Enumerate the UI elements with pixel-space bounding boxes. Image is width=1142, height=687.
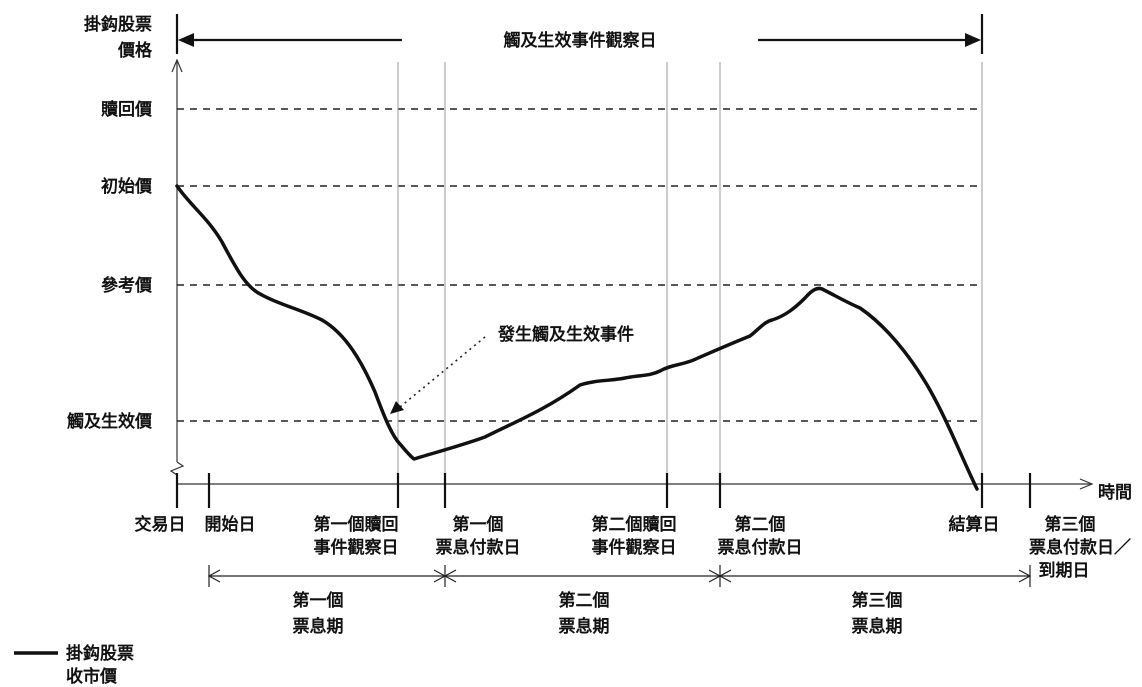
start-date-label: 開始日 <box>205 514 256 535</box>
x-axis-title: 時間 <box>1098 482 1132 503</box>
pay3-label-line3: 到期日 <box>1039 561 1090 581</box>
period1-label-line1: 第一個 <box>293 590 344 611</box>
trigger-price-label: 觸及生效價 <box>67 411 153 432</box>
obs1-label-line2: 事件觀察日 <box>314 537 399 558</box>
trigger-event-annotation: 發生觸及生效事件 <box>497 324 634 345</box>
x-axis-ticks <box>175 473 1032 508</box>
initial-price-label: 初始價 <box>101 176 153 197</box>
observation-period-bracket <box>175 14 984 54</box>
obs1-label-line1: 第一個贖回 <box>314 514 399 535</box>
redemption-price-label: 贖回價 <box>101 99 153 120</box>
period2-label-line1: 第二個 <box>559 590 610 611</box>
period1-label-line2: 票息期 <box>293 616 344 637</box>
x-axis <box>177 478 1094 490</box>
period3-label-line1: 第三個 <box>852 590 903 611</box>
legend-label-line1: 掛鈎股票 <box>66 643 134 664</box>
pay3-label-line1: 第三個 <box>1045 514 1096 535</box>
pay2-label-line1: 第二個 <box>735 514 786 535</box>
pay2-label-line2: 票息付款日 <box>718 537 803 558</box>
trade-date-label: 交易日 <box>135 514 186 535</box>
trigger-event-pointer <box>390 336 486 414</box>
pay1-label-line1: 第一個 <box>453 514 504 535</box>
coupon-period-brackets <box>207 565 1032 587</box>
obs2-label-line1: 第二個贖回 <box>592 514 677 535</box>
y-axis-title-line2: 價格 <box>117 40 153 61</box>
period3-label-line2: 票息期 <box>852 616 903 637</box>
observation-period-label: 觸及生效事件觀察日 <box>504 30 657 51</box>
y-axis-title-line1: 掛鈎股票 <box>84 14 152 35</box>
legend-label-line2: 收市價 <box>66 666 118 687</box>
legend: 掛鈎股票 收市價 <box>14 643 134 687</box>
settlement-date-label: 結算日 <box>949 514 1000 535</box>
period2-label-line2: 票息期 <box>559 616 610 637</box>
obs2-label-line2: 事件觀察日 <box>592 537 677 558</box>
reference-price-label: 參考價 <box>101 275 153 296</box>
stock-price-curve <box>175 184 979 491</box>
pay1-label-line2: 票息付款日 <box>436 537 521 558</box>
pay3-label-line2: 票息付款日／ <box>1029 537 1131 558</box>
